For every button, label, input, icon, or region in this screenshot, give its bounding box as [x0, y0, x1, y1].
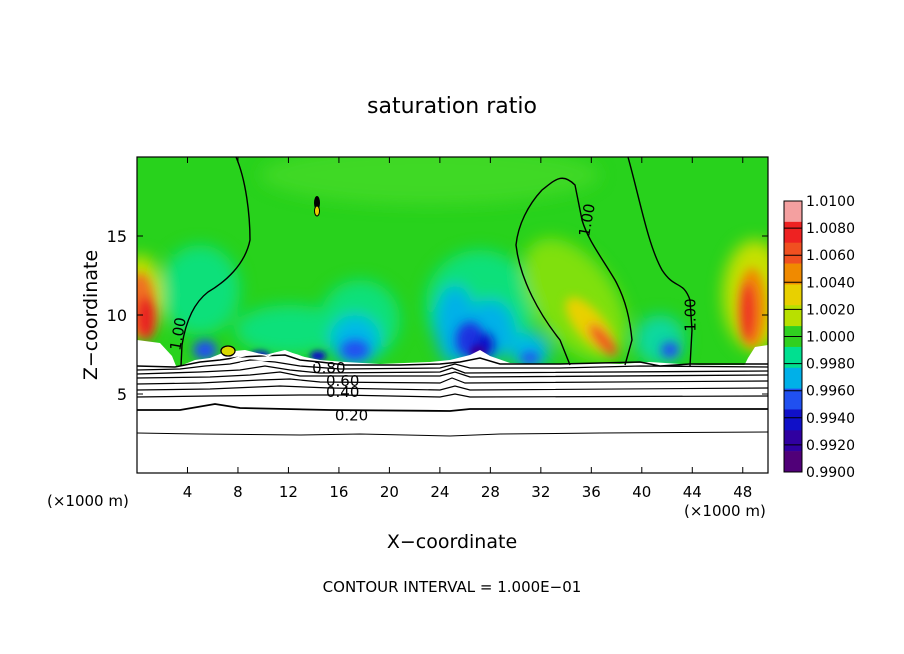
field-blue-minimum-right-3 [521, 352, 539, 364]
colorbar-swatch [784, 409, 802, 431]
field-blue-minimum-left [193, 340, 217, 360]
colorbar-swatch [784, 305, 802, 327]
contour-label: 1.00 [575, 202, 599, 238]
field-blue-minimum-center [341, 340, 369, 360]
colorbar: 1.0100 1.0080 1.0060 1.0040 1.0020 1.0000 0.99… [783, 194, 855, 481]
colorbar-label: 0.9940 [806, 411, 855, 427]
colorbar-swatch [784, 201, 802, 223]
colorbar-label: 1.0020 [806, 302, 855, 318]
plot-area: 1.001.001.000.800.600.400.20 [137, 157, 768, 473]
surface-contour-7 [137, 393, 768, 398]
colorbar-swatch [784, 263, 802, 285]
colorbar-swatch [784, 430, 802, 452]
contour-label: 1.00 [682, 298, 700, 331]
x-tick-label: 44 [683, 483, 702, 501]
x-unit-left: (×1000 m) [47, 492, 129, 510]
colorbar-label: 0.9980 [806, 357, 855, 373]
x-tick-label: 40 [632, 483, 651, 501]
cloud-edge-squiggles [229, 351, 319, 365]
colorbar-swatch [784, 451, 802, 473]
colorbar-label: 0.9960 [806, 384, 855, 400]
colorbar-swatch [784, 221, 802, 243]
y-axis-label: Z−coordinate [80, 250, 102, 380]
colorbar-label: 0.9900 [806, 465, 855, 481]
lower-contours [137, 354, 768, 437]
x-tick-label: 20 [380, 483, 399, 501]
colorbar-swatch [784, 284, 802, 306]
y-axis-ticks: 5 10 15 [107, 227, 768, 404]
x-tick-label: 32 [531, 483, 550, 501]
chart-title: saturation ratio [367, 94, 537, 119]
surface-contour-1 [137, 354, 768, 368]
x-tick-label: 36 [582, 483, 601, 501]
colorbar-swatch [784, 242, 802, 264]
small-yellow-feature [314, 205, 320, 217]
y-tick-label: 10 [107, 306, 127, 325]
colorbar-label: 1.0100 [806, 194, 855, 210]
colorbar-swatch [784, 388, 802, 410]
field-cyan-patch-4 [510, 332, 550, 368]
x-tick-label: 48 [733, 483, 752, 501]
x-tick-label: 12 [279, 483, 298, 501]
x-tick-label: 4 [183, 483, 193, 501]
field-maxima [137, 268, 766, 364]
colorbar-label: 1.0040 [806, 275, 855, 291]
small-yellow-blob [220, 345, 236, 357]
contour-1-00-left [180, 157, 251, 367]
cloud-edge-squiggle-1 [229, 351, 306, 361]
surface-contour-5 [137, 377, 768, 385]
colorbar-label: 1.0000 [806, 330, 855, 346]
colorbar-label: 0.9920 [806, 438, 855, 454]
field-cyan-patch-5 [635, 315, 685, 365]
contour-1-00-far-right [627, 157, 693, 367]
surface-contour-2 [137, 359, 768, 371]
x-tick-label: 28 [481, 483, 500, 501]
x-axis-ticks: 4 8 12 16 20 24 28 32 36 40 44 48 [183, 157, 752, 501]
surface-contour-3 [137, 365, 768, 375]
x-unit-right: (×1000 m) [684, 502, 766, 520]
field-red-right [740, 282, 756, 342]
surface-contour-6 [137, 385, 768, 391]
y-tick-label: 15 [107, 227, 127, 246]
surface-contour-9 [137, 431, 768, 437]
field-light-green-upper [260, 157, 600, 205]
contour-interval-note: CONTOUR INTERVAL = 1.000E−01 [323, 578, 582, 596]
field-blue-minimum-far-right [661, 342, 679, 358]
field-red-left [137, 296, 156, 340]
contour-label: 0.40 [326, 383, 359, 401]
contours-1-00 [180, 157, 693, 367]
field-teal-patch-mid [235, 305, 345, 355]
x-tick-label: 16 [329, 483, 348, 501]
colorbar-swatch [784, 346, 802, 369]
contour-label: 1.00 [166, 316, 190, 352]
x-tick-label: 8 [233, 483, 243, 501]
y-tick-label: 5 [117, 385, 127, 404]
contour-1-00-right-loop [515, 177, 633, 366]
x-axis-label: X−coordinate [387, 531, 517, 553]
cloud-edge-squiggle-2 [239, 357, 319, 365]
colorbar-swatch [784, 367, 802, 389]
field-purple-minimum-3 [310, 351, 326, 361]
surface-contour-4 [137, 371, 768, 379]
surface-contour-8 [137, 403, 768, 412]
field-teal-patch-left [160, 245, 240, 335]
field-red-band [589, 324, 617, 356]
x-tick-label: 24 [430, 483, 449, 501]
colorbar-label: 1.0060 [806, 248, 855, 264]
colorbar-label: 1.0080 [806, 221, 855, 237]
